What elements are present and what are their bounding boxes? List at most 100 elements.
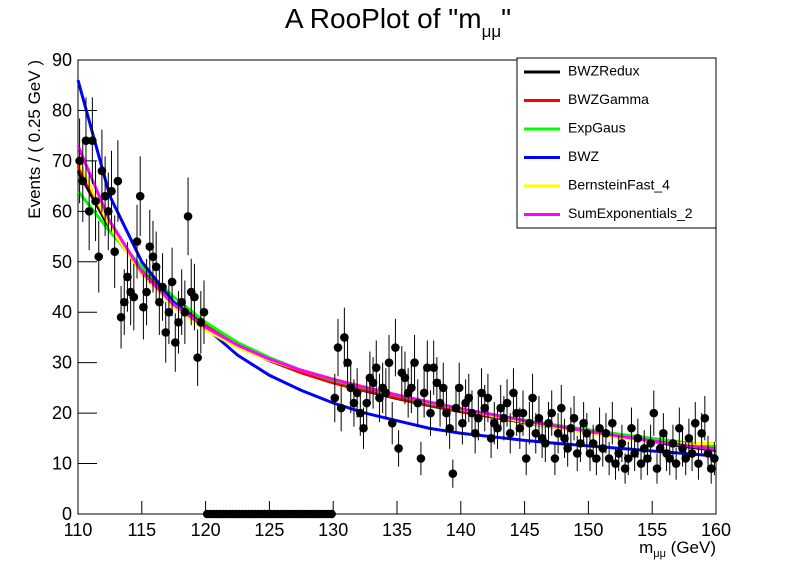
data-point (81, 136, 91, 146)
data-point (604, 454, 614, 463)
data-point (566, 423, 576, 433)
legend-label: SumExponentials_2 (568, 205, 693, 221)
data-point (349, 398, 359, 408)
x-label-main: m (639, 538, 653, 557)
data-point (572, 449, 582, 458)
data-point (509, 388, 518, 398)
data-point (697, 428, 706, 438)
data-point (531, 428, 541, 438)
x-tick-label: 150 (573, 520, 603, 540)
data-point (655, 444, 665, 453)
data-point (486, 434, 496, 443)
data-point (668, 439, 678, 448)
data-point (359, 423, 368, 433)
data-point (547, 408, 557, 418)
data-point (560, 434, 569, 443)
y-tick-label: 80 (52, 100, 72, 120)
x-tick-label: 115 (127, 520, 156, 540)
data-point (512, 408, 521, 418)
legend-label: BWZ (568, 148, 600, 164)
data-point (97, 166, 107, 176)
data-point (180, 307, 190, 317)
data-point (333, 343, 343, 352)
legend-label: BWZGamma (568, 91, 649, 107)
x-tick-label: 145 (510, 520, 540, 540)
data-point (620, 464, 630, 473)
data-point (407, 383, 416, 393)
x-tick-label: 140 (446, 520, 476, 540)
data-point (190, 292, 199, 302)
data-point (563, 444, 572, 453)
data-point (435, 398, 445, 408)
x-tick-label: 155 (637, 520, 667, 540)
data-point (569, 413, 579, 423)
x-label-subscript: μμ (653, 548, 666, 560)
data-point (627, 423, 636, 433)
data-point (601, 428, 611, 438)
data-point (611, 459, 620, 468)
title-main: A RooPlot of "m (285, 3, 482, 34)
data-point (464, 393, 474, 403)
data-point (410, 358, 419, 367)
marks: 110 115 120 125 130 135 140 145 150 155 160 0 10 20 30… (52, 50, 731, 540)
data-point (598, 444, 608, 453)
data-point (690, 418, 700, 428)
data-point (123, 272, 132, 282)
x-label-suffix: (GeV) (666, 538, 716, 557)
data-point (623, 454, 633, 463)
y-tick-label: 10 (52, 454, 72, 474)
data-point (438, 383, 448, 393)
data-point (515, 423, 525, 433)
x-tick-label: 110 (64, 520, 93, 540)
data-point (458, 418, 467, 428)
data-point (442, 408, 451, 418)
data-point (659, 428, 668, 438)
data-point (630, 449, 639, 458)
chart-title: A RooPlot of "mμμ" (285, 3, 511, 41)
data-point (139, 302, 148, 312)
data-point (675, 423, 684, 433)
data-point (346, 383, 356, 393)
data-point (432, 378, 442, 388)
legend: BWZRedux BWZGamma ExpGaus BWZ BernsteinFast_… (516, 57, 717, 229)
data-point (419, 388, 429, 398)
data-point (614, 449, 624, 458)
data-point (639, 444, 649, 453)
data-point (161, 328, 171, 337)
data-point (100, 191, 110, 201)
data-point (104, 207, 113, 216)
data-point (448, 469, 458, 478)
data-point (174, 318, 183, 327)
y-tick-label: 90 (52, 50, 72, 70)
y-tick-label: 60 (52, 201, 72, 221)
data-point (177, 297, 186, 307)
x-tick-label: 125 (254, 520, 284, 540)
data-point (426, 408, 435, 418)
data-point (119, 297, 129, 307)
data-point (493, 423, 502, 433)
data-point (142, 287, 151, 297)
data-point (617, 439, 627, 448)
data-point (151, 262, 161, 272)
data-point (525, 418, 534, 428)
data-point (544, 418, 553, 428)
data-point (541, 439, 550, 448)
data-point (678, 444, 687, 453)
data-point (164, 307, 174, 317)
data-point (710, 454, 719, 463)
data-point (343, 358, 352, 367)
data-point (400, 373, 410, 383)
data-point (608, 418, 617, 428)
x-axis-label: mμμ (GeV) (639, 538, 716, 560)
data-point (649, 408, 659, 418)
data-point (592, 454, 601, 463)
data-point (94, 252, 104, 262)
x-tick-label: 135 (382, 520, 412, 540)
data-point (413, 398, 423, 408)
data-point (368, 378, 378, 388)
data-point (496, 403, 505, 413)
data-point (110, 247, 119, 256)
data-point (75, 156, 84, 166)
legend-box (516, 57, 717, 229)
data-point (579, 418, 588, 428)
